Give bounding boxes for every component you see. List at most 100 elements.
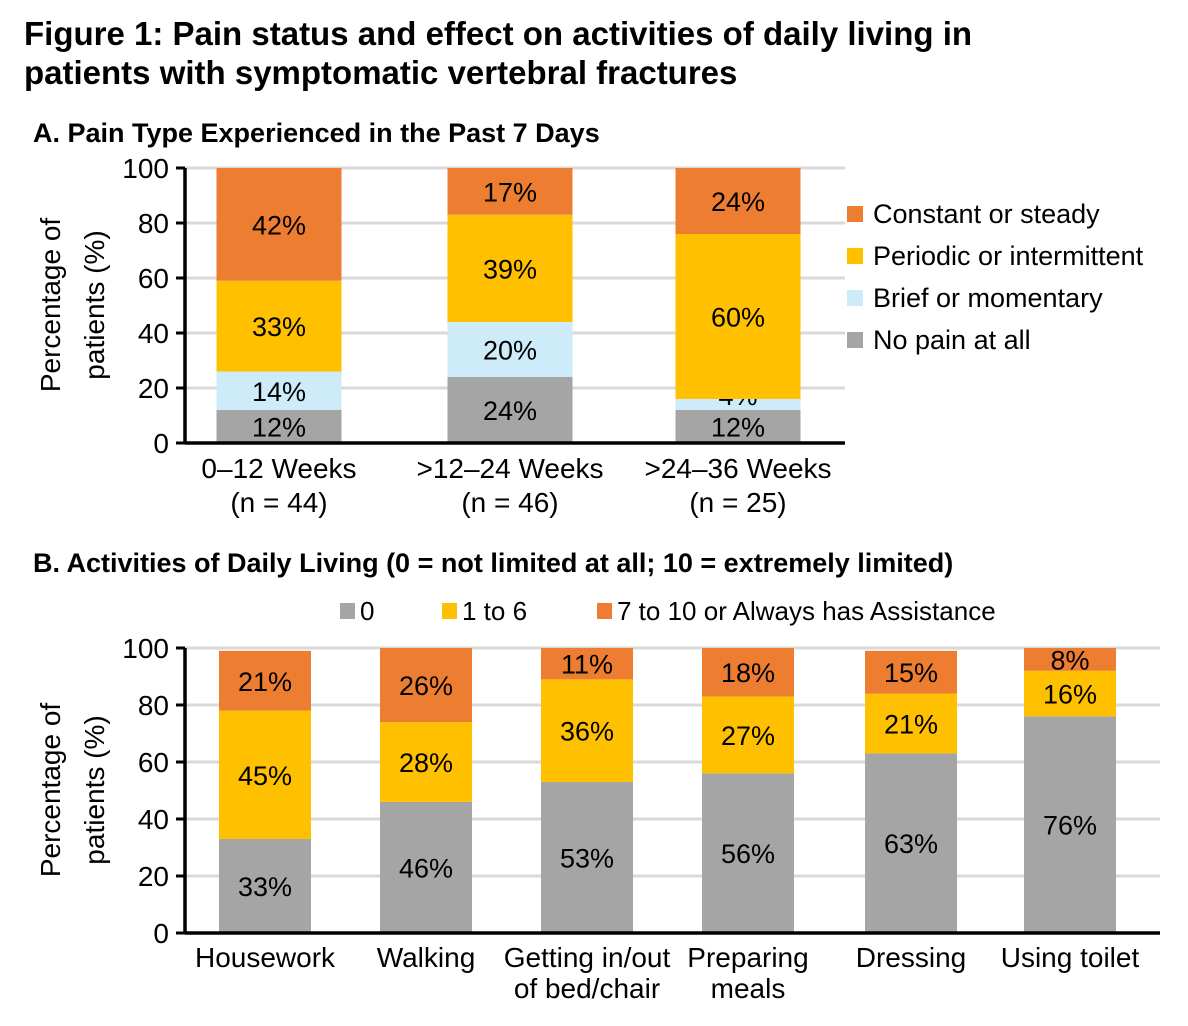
data-label: 27% <box>721 721 775 751</box>
figure-title-line1: Figure 1: Pain status and effect on acti… <box>24 15 973 52</box>
bar-segment <box>447 322 573 377</box>
legend-label: 7 to 10 or Always has Assistance <box>617 596 996 626</box>
x-category-label-line2: meals <box>711 973 786 1004</box>
data-label: 24% <box>711 187 765 217</box>
data-label: 46% <box>399 853 453 883</box>
bar-segment <box>447 214 573 322</box>
y-tick-label: 60 <box>138 747 169 778</box>
legend-label: Periodic or intermittent <box>873 241 1144 271</box>
bar-segment <box>675 168 801 234</box>
x-category-label-line2: (n = 44) <box>230 487 327 518</box>
x-category-label: Walking <box>377 942 476 973</box>
y-tick-label: 60 <box>138 263 169 294</box>
bar-segment <box>447 168 573 215</box>
bar-segment <box>675 410 801 443</box>
bar-segment <box>216 371 342 410</box>
bar-segment <box>865 650 957 694</box>
data-label: 21% <box>884 710 938 740</box>
y-axis-label-line1: Percentage of <box>35 703 66 878</box>
x-category-label: Housework <box>195 942 336 973</box>
bar-segment <box>1024 670 1116 717</box>
y-tick-label: 20 <box>138 373 169 404</box>
legend-swatch <box>847 290 863 306</box>
bar-segment <box>219 710 311 839</box>
x-category-label: >24–36 Weeks <box>644 453 831 484</box>
bar-segment <box>219 650 311 711</box>
data-label: 60% <box>711 303 765 333</box>
data-label: 18% <box>721 658 775 688</box>
legend-swatch <box>847 332 863 348</box>
bar-segment <box>380 801 472 933</box>
data-label: 24% <box>483 396 537 426</box>
legend-label: 0 <box>360 596 374 626</box>
legend-label: 1 to 6 <box>462 596 527 626</box>
bar-segment <box>1024 648 1116 671</box>
data-label: 17% <box>483 177 537 207</box>
bar-segment <box>541 781 633 933</box>
y-tick-label: 80 <box>138 208 169 239</box>
bar-segment <box>702 773 794 933</box>
x-category-label: 0–12 Weeks <box>201 453 356 484</box>
legend-swatch <box>847 248 863 264</box>
data-label: 33% <box>238 872 292 902</box>
data-label: 42% <box>252 210 306 240</box>
x-category-label: Getting in/out <box>504 942 671 973</box>
bar-segment <box>675 399 801 410</box>
data-label: 12% <box>711 413 765 443</box>
x-category-label-line2: (n = 46) <box>461 487 558 518</box>
y-tick-label: 20 <box>138 861 169 892</box>
x-category-label: Dressing <box>856 942 966 973</box>
data-label: 14% <box>252 377 306 407</box>
bar-segment <box>216 280 342 372</box>
data-label: 36% <box>560 717 614 747</box>
y-axis-label-line2: patients (%) <box>79 230 110 379</box>
bar-segment <box>380 648 472 723</box>
y-tick-label: 40 <box>138 804 169 835</box>
y-axis-label-line2: patients (%) <box>79 715 110 864</box>
y-tick-label: 40 <box>138 318 169 349</box>
x-category-label: Preparing <box>687 942 808 973</box>
y-tick-label: 100 <box>122 153 169 184</box>
bar-segment <box>541 648 633 680</box>
bar-segment <box>380 722 472 802</box>
data-label: 16% <box>1043 680 1097 710</box>
data-label: 28% <box>399 748 453 778</box>
data-label: 26% <box>399 671 453 701</box>
y-tick-label: 0 <box>153 918 169 949</box>
bar-segment <box>219 838 311 933</box>
bar-segment <box>216 410 342 443</box>
data-label: 20% <box>483 336 537 366</box>
legend-swatch <box>340 603 355 619</box>
bar-segment <box>447 377 573 443</box>
bar-segment <box>1024 716 1116 933</box>
data-label: 53% <box>560 843 614 873</box>
bar-segment <box>541 679 633 782</box>
bar-segment <box>702 696 794 774</box>
data-label: 56% <box>721 839 775 869</box>
data-label: 8% <box>1050 645 1089 675</box>
bar-segment <box>675 234 801 399</box>
legend-swatch <box>847 206 863 222</box>
x-category-label-line2: (n = 25) <box>689 487 786 518</box>
panel-a-title: A. Pain Type Experienced in the Past 7 D… <box>33 118 600 148</box>
y-tick-label: 100 <box>122 633 169 664</box>
y-tick-label: 80 <box>138 690 169 721</box>
figure-title-line2: patients with symptomatic vertebral frac… <box>24 54 738 91</box>
x-category-label: Using toilet <box>1001 942 1140 973</box>
data-label: 21% <box>238 667 292 697</box>
bar-segment <box>216 168 342 281</box>
data-label: 11% <box>561 650 613 680</box>
y-tick-label: 0 <box>153 428 169 459</box>
x-category-label: >12–24 Weeks <box>416 453 603 484</box>
bar-segment <box>865 693 957 754</box>
data-label: 63% <box>884 829 938 859</box>
data-label: 76% <box>1043 811 1097 841</box>
legend-label: Constant or steady <box>873 199 1100 229</box>
bar-segment <box>865 753 957 933</box>
x-category-label-line2: of bed/chair <box>514 973 660 1004</box>
legend-swatch <box>597 603 612 619</box>
data-label: 12% <box>252 413 306 443</box>
legend-label: Brief or momentary <box>873 283 1103 313</box>
data-label: 15% <box>884 658 938 688</box>
